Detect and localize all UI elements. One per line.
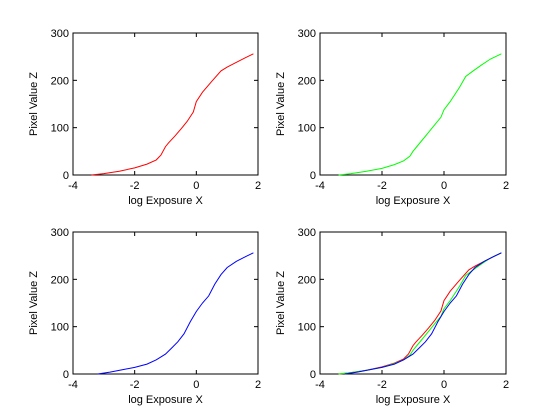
y-tick-label: 200 <box>51 274 69 286</box>
x-tick-label: 2 <box>503 379 509 391</box>
y-axis-label: Pixel Value Z <box>275 72 287 136</box>
x-tick-label: 2 <box>255 379 261 391</box>
series-line-1 <box>338 53 502 176</box>
chart-panel-2: -4 -2 0 2 0 100 200 300 log Exposure X Pixel Valu… <box>275 28 509 207</box>
x-tick-label: 2 <box>503 180 509 192</box>
series-line-1 <box>91 53 254 176</box>
series-line-1 <box>97 252 254 375</box>
x-tick-label: 2 <box>255 180 261 192</box>
y-tick-label: 200 <box>51 75 69 87</box>
y-tick-label: 100 <box>51 123 69 135</box>
x-tick-label: 0 <box>441 180 447 192</box>
y-axis-label: Pixel Value Z <box>275 271 287 335</box>
y-tick-label: 100 <box>51 322 69 334</box>
y-tick-label: 300 <box>298 28 316 40</box>
plot-area <box>319 32 507 176</box>
x-tick-label: -2 <box>130 379 140 391</box>
chart-panel-4: -4 -2 0 2 0 100 200 300 log Exposure X Pixel Valu… <box>275 227 509 406</box>
y-tick-label: 100 <box>298 123 316 135</box>
x-axis-label: log Exposure X <box>376 195 451 207</box>
y-axis-label: Pixel Value Z <box>28 72 40 136</box>
x-tick-label: -4 <box>68 180 78 192</box>
x-tick-label: -4 <box>315 379 325 391</box>
y-tick-label: 0 <box>310 369 316 381</box>
series-line-3 <box>344 252 502 375</box>
y-tick-label: 300 <box>51 227 69 239</box>
y-tick-label: 300 <box>51 28 69 40</box>
chart-panel-1: -4 -2 0 2 0 100 200 300 log Exposure X Pixel Valu… <box>28 28 261 207</box>
x-axis-label: log Exposure X <box>128 195 203 207</box>
y-axis-label: Pixel Value Z <box>28 271 40 335</box>
y-tick-label: 200 <box>298 274 316 286</box>
y-tick-label: 0 <box>310 170 316 182</box>
x-axis-label: log Exposure X <box>128 394 203 406</box>
y-tick-label: 200 <box>298 75 316 87</box>
plot-area <box>72 231 259 375</box>
x-tick-label: -2 <box>377 379 387 391</box>
x-tick-label: 0 <box>441 379 447 391</box>
y-tick-label: 100 <box>298 322 316 334</box>
y-tick-label: 0 <box>63 369 69 381</box>
x-tick-label: -2 <box>377 180 387 192</box>
x-tick-label: 0 <box>193 180 199 192</box>
x-tick-label: -2 <box>130 180 140 192</box>
x-tick-label: -4 <box>315 180 325 192</box>
x-tick-label: 0 <box>193 379 199 391</box>
y-tick-label: 300 <box>298 227 316 239</box>
y-tick-label: 0 <box>63 170 69 182</box>
x-tick-label: -4 <box>68 379 78 391</box>
plot-area <box>72 32 259 176</box>
plot-area <box>319 231 507 375</box>
chart-panel-3: -4 -2 0 2 0 100 200 300 log Exposure X Pixel Valu… <box>28 227 261 406</box>
x-axis-label: log Exposure X <box>376 394 451 406</box>
